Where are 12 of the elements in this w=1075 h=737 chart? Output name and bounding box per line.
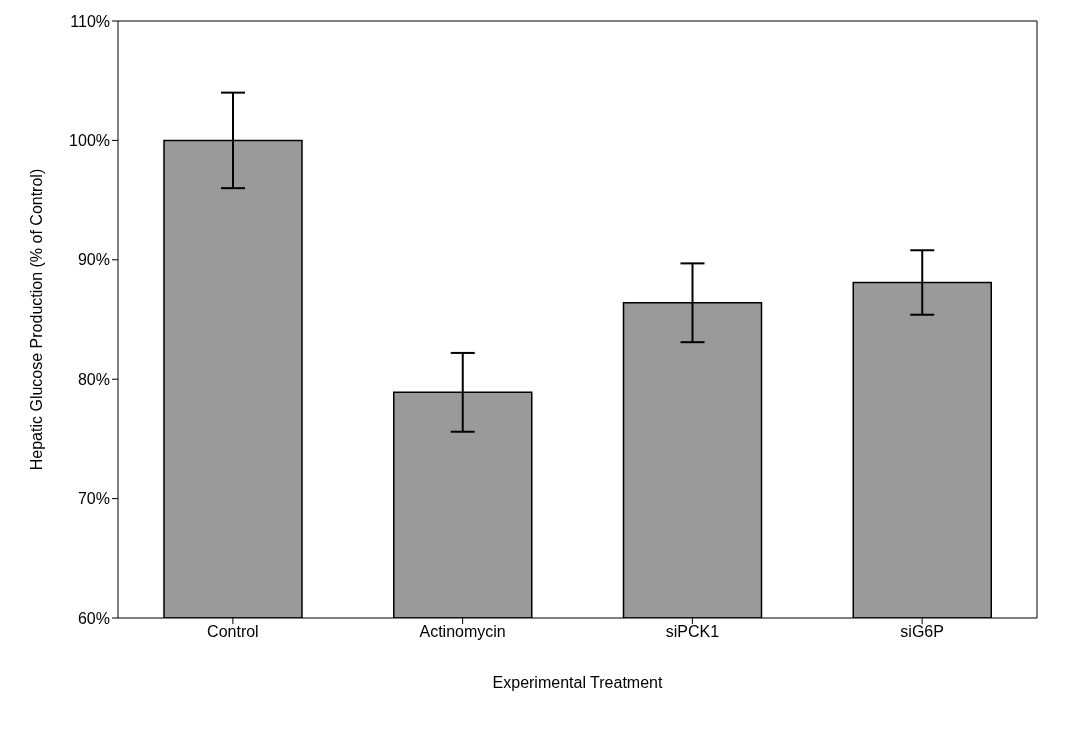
y-tick-label: 70% (77, 490, 110, 508)
y-tick-label: 110% (70, 12, 110, 30)
x-tick-label: Actinomycin (419, 623, 506, 641)
x-tick-label: Control (207, 623, 259, 641)
x-tick-label: siG6P (900, 623, 944, 641)
y-tick-label: 60% (77, 609, 110, 627)
x-axis-title: Experimental Treatment (492, 674, 663, 691)
y-tick-label: 90% (77, 251, 110, 269)
y-tick-label: 100% (69, 132, 110, 150)
y-axis-title: Hepatic Glucose Production (% of Control) (27, 168, 45, 471)
x-tick-label: siPCK1 (665, 623, 720, 641)
y-tick-label: 80% (77, 370, 110, 388)
